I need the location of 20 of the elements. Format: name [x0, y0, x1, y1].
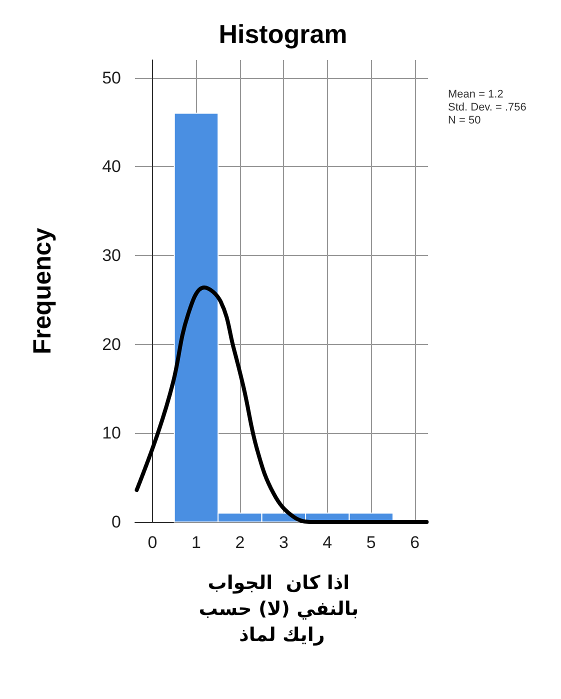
y-axis-title: Frequency — [28, 228, 56, 354]
x-tick-label: 5 — [366, 533, 376, 552]
y-tick-label: 50 — [102, 68, 121, 88]
y-tick-label: 0 — [112, 512, 121, 532]
text: Std. Dev. = .756 — [448, 102, 526, 114]
y-tick-label: 30 — [102, 246, 121, 265]
y-tick-label: 40 — [102, 157, 121, 176]
y-tick-label: 20 — [102, 334, 121, 354]
line-series — [134, 285, 429, 524]
text: Mean = 1.2 — [448, 88, 504, 100]
x-tick-label: 1 — [191, 533, 201, 552]
x-tick-label: 6 — [410, 533, 420, 552]
chart-title: Histogram — [218, 19, 348, 49]
x-tick-label: 2 — [235, 533, 245, 552]
x-axis-title: اذا كان الجواب بالنفي (لا) حسب رايك لماذ — [198, 572, 366, 646]
x-tick-label: 4 — [322, 533, 332, 552]
x-tick-label: 3 — [278, 533, 288, 552]
text: N = 50 — [448, 114, 481, 126]
y-tick-label: 10 — [102, 424, 121, 443]
x-tick-label: 0 — [148, 533, 158, 552]
